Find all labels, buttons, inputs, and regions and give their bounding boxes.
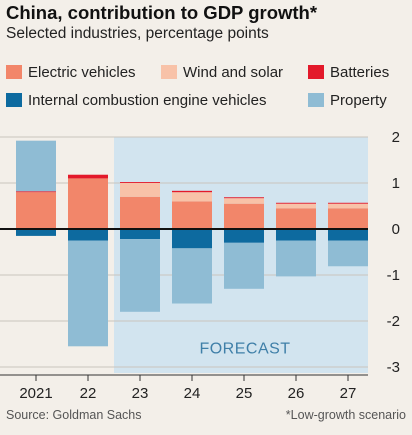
chart-title: China, contribution to GDP growth*: [6, 2, 318, 23]
bar-electric-vehicles-27: [328, 208, 368, 229]
bar-electric-vehicles-2021: [16, 192, 56, 229]
bar-batteries-23: [120, 182, 160, 183]
bar-batteries-2021: [16, 191, 56, 193]
bar-property-25: [224, 242, 264, 289]
bar-internal-combustion-engine-vehicles-23: [120, 229, 160, 240]
x-tick-label: 27: [340, 385, 357, 402]
y-tick-label: 0: [392, 221, 400, 238]
bar-wind-and-solar-27: [328, 203, 368, 209]
source-note: Source: Goldman Sachs: [6, 408, 142, 422]
y-tick-label: 2: [392, 129, 400, 146]
bar-batteries-27: [328, 202, 368, 204]
legend-item-property: Property: [308, 90, 387, 110]
legend-item-wind-and-solar: Wind and solar: [161, 62, 283, 82]
forecast-label: FORECAST: [199, 341, 290, 358]
x-tick-label: 26: [288, 385, 305, 402]
bar-electric-vehicles-24: [172, 201, 212, 229]
y-tick-label: -3: [387, 359, 400, 376]
bar-batteries-26: [276, 202, 316, 204]
bar-electric-vehicles-25: [224, 203, 264, 229]
bar-batteries-25: [224, 197, 264, 199]
bar-internal-combustion-engine-vehicles-27: [328, 229, 368, 241]
bar-electric-vehicles-26: [276, 208, 316, 229]
x-tick-label: 24: [184, 385, 201, 402]
bar-property-26: [276, 240, 316, 277]
x-tick-label: 2021: [19, 385, 52, 402]
y-tick-label: -2: [387, 313, 400, 330]
bar-property-22: [68, 240, 108, 347]
bar-electric-vehicles-22: [68, 178, 108, 229]
legend-swatch-property: [308, 93, 324, 107]
legend-swatch-batteries: [308, 65, 324, 79]
bar-wind-and-solar-25: [224, 198, 264, 204]
legend-label-batteries: Batteries: [330, 63, 390, 81]
bar-wind-and-solar-23: [120, 183, 160, 197]
bar-electric-vehicles-23: [120, 196, 160, 229]
bar-property-27: [328, 240, 368, 267]
x-tick-label: 23: [132, 385, 149, 402]
bar-internal-combustion-engine-vehicles-22: [68, 229, 108, 241]
bar-internal-combustion-engine-vehicles-25: [224, 229, 264, 243]
bar-internal-combustion-engine-vehicles-2021: [16, 229, 56, 236]
legend-label-electric-vehicles: Electric vehicles: [28, 63, 136, 81]
legend-swatch-wind-and-solar: [161, 65, 177, 79]
legend-label-property: Property: [330, 91, 387, 109]
bar-property-2021: [16, 140, 56, 192]
footnote: *Low-growth scenario: [285, 408, 406, 422]
x-tick-label: 25: [236, 385, 253, 402]
chart-subtitle: Selected industries, percentage points: [6, 25, 269, 42]
bar-internal-combustion-engine-vehicles-24: [172, 229, 212, 249]
bar-batteries-24: [172, 190, 212, 193]
bar-property-23: [120, 239, 160, 312]
x-tick-label: 22: [80, 385, 97, 402]
legend-swatch-electric-vehicles: [6, 65, 22, 79]
y-tick-label: 1: [392, 175, 400, 192]
legend-item-electric-vehicles: Electric vehicles: [6, 62, 136, 82]
legend-swatch-ice-vehicles: [6, 93, 22, 107]
bar-property-24: [172, 248, 212, 304]
bar-wind-and-solar-26: [276, 203, 316, 209]
bar-internal-combustion-engine-vehicles-26: [276, 229, 316, 241]
legend-label-wind-and-solar: Wind and solar: [183, 63, 284, 81]
legend-item-batteries: Batteries: [308, 62, 389, 82]
chart-legend: Electric vehicles Wind and solar Batteri…: [6, 62, 410, 116]
y-tick-label: -1: [387, 267, 400, 284]
bar-batteries-22: [68, 174, 108, 179]
legend-item-ice-vehicles: Internal combustion engine vehicles: [6, 90, 266, 110]
legend-label-ice-vehicles: Internal combustion engine vehicles: [28, 91, 267, 109]
bar-wind-and-solar-24: [172, 192, 212, 202]
